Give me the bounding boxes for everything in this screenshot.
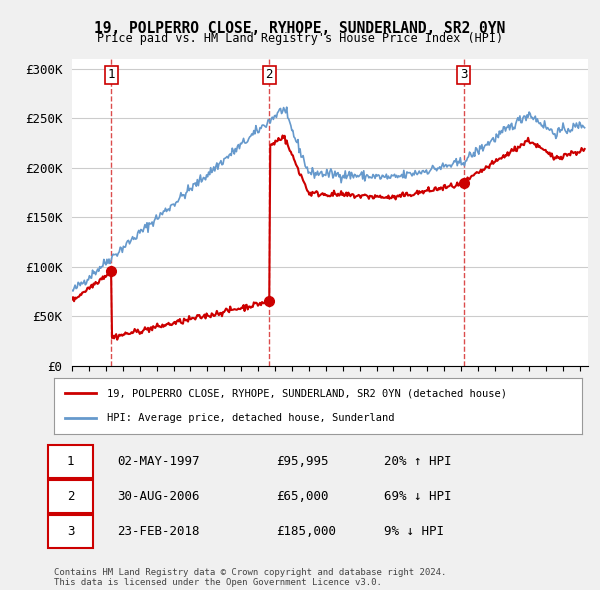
Text: 3: 3	[460, 68, 467, 81]
Text: 20% ↑ HPI: 20% ↑ HPI	[384, 455, 452, 468]
Text: £95,995: £95,995	[276, 455, 329, 468]
Text: Price paid vs. HM Land Registry's House Price Index (HPI): Price paid vs. HM Land Registry's House …	[97, 32, 503, 45]
Text: 2: 2	[67, 490, 74, 503]
Text: 3: 3	[67, 525, 74, 538]
FancyBboxPatch shape	[48, 445, 93, 478]
Text: 19, POLPERRO CLOSE, RYHOPE, SUNDERLAND, SR2 0YN (detached house): 19, POLPERRO CLOSE, RYHOPE, SUNDERLAND, …	[107, 388, 507, 398]
Text: £65,000: £65,000	[276, 490, 329, 503]
Text: 30-AUG-2006: 30-AUG-2006	[117, 490, 199, 503]
Text: 02-MAY-1997: 02-MAY-1997	[117, 455, 199, 468]
FancyBboxPatch shape	[48, 515, 93, 548]
Text: 19, POLPERRO CLOSE, RYHOPE, SUNDERLAND, SR2 0YN: 19, POLPERRO CLOSE, RYHOPE, SUNDERLAND, …	[94, 21, 506, 35]
Text: Contains HM Land Registry data © Crown copyright and database right 2024.
This d: Contains HM Land Registry data © Crown c…	[54, 568, 446, 587]
Text: 1: 1	[67, 455, 74, 468]
Text: £185,000: £185,000	[276, 525, 336, 538]
Text: 69% ↓ HPI: 69% ↓ HPI	[384, 490, 452, 503]
Text: 9% ↓ HPI: 9% ↓ HPI	[384, 525, 444, 538]
Text: HPI: Average price, detached house, Sunderland: HPI: Average price, detached house, Sund…	[107, 413, 394, 423]
Text: 2: 2	[266, 68, 273, 81]
Text: 1: 1	[107, 68, 115, 81]
FancyBboxPatch shape	[48, 480, 93, 513]
Text: 23-FEB-2018: 23-FEB-2018	[117, 525, 199, 538]
